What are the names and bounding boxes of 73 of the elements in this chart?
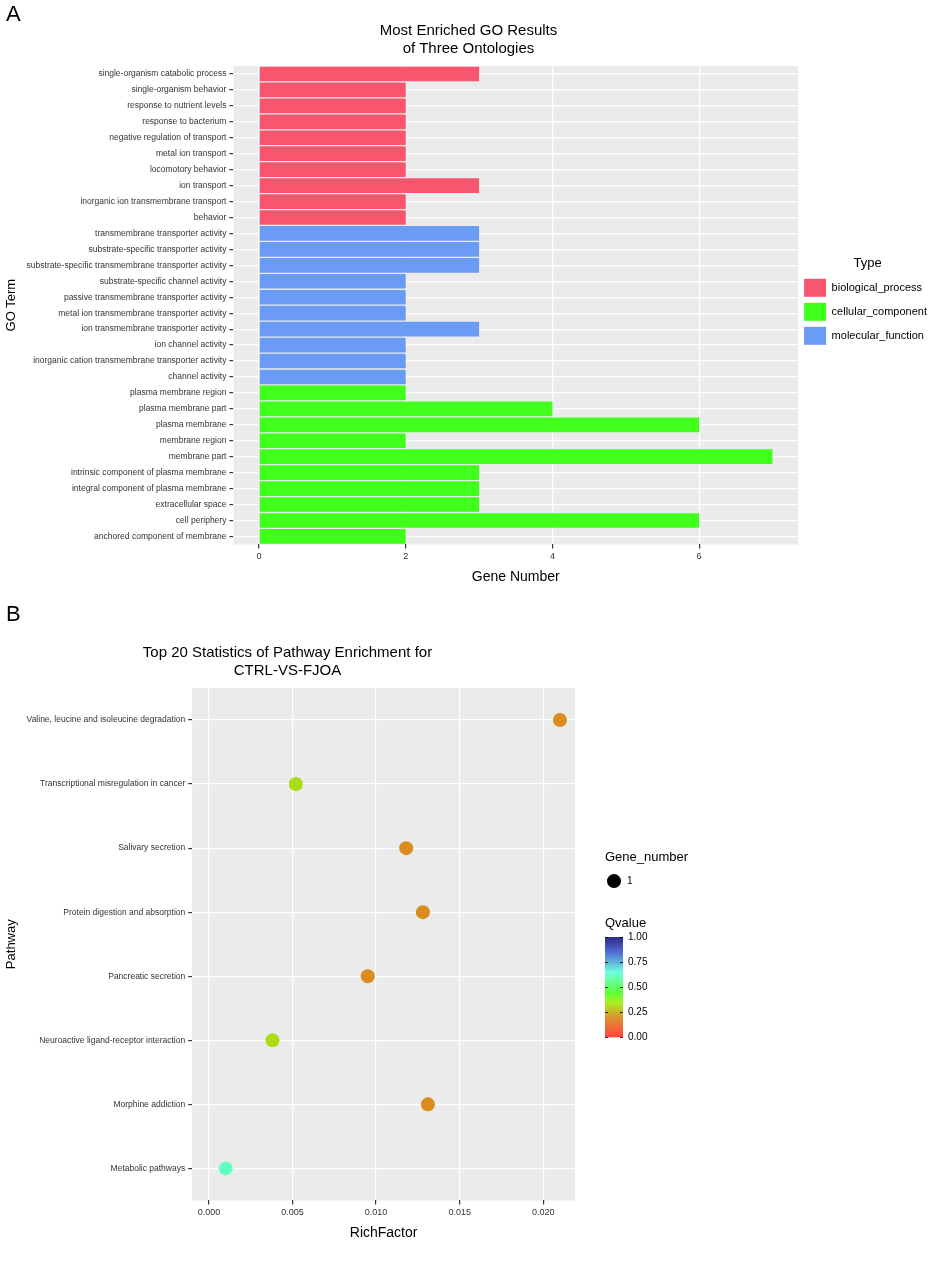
color-bar-label: 1.00: [628, 930, 648, 942]
y-tick-label: plasma membrane part: [139, 403, 228, 414]
bar: [259, 82, 406, 98]
y-tick-label: Salivary secretion: [118, 842, 186, 853]
x-tick-label: 0: [256, 551, 262, 562]
legend-label: biological_process: [831, 280, 923, 293]
y-tick-label: integral component of plasma membrane: [71, 482, 227, 493]
y-axis-title: Pathway: [3, 918, 19, 970]
x-axis-title: Gene Number: [471, 568, 561, 585]
y-tick-label: ion channel activity: [154, 339, 228, 350]
y-tick-label: response to nutrient levels: [127, 100, 227, 111]
bar: [259, 66, 480, 82]
y-tick-label: locomotory behavior: [149, 164, 227, 174]
x-tick-label: 0.000: [197, 1207, 221, 1218]
x-tick-label: 0.020: [531, 1207, 555, 1218]
y-tick-label: membrane region: [159, 435, 227, 446]
bar: [259, 337, 406, 353]
x-tick-label: 0.010: [364, 1207, 388, 1218]
y-tick-label: metal ion transmembrane transporter activity: [58, 307, 228, 318]
y-tick-label: response to bacterium: [142, 116, 227, 127]
chart-title: Most Enriched GO Results of Three Ontologies: [379, 21, 558, 57]
y-tick-label: metal ion transport: [156, 148, 228, 159]
legend-title: Gene_number: [605, 848, 689, 864]
y-tick-label: plasma membrane: [156, 419, 227, 430]
legend-title: Type: [853, 255, 882, 271]
y-tick-label: Morphine addiction: [113, 1098, 186, 1109]
color-bar-label: 0.50: [628, 980, 648, 992]
color-bar-label: 0.00: [628, 1030, 648, 1042]
y-tick-label: plasma membrane region: [130, 387, 227, 398]
legend-label: 1: [627, 874, 633, 886]
y-tick-label: behavior: [193, 211, 227, 222]
y-tick-label: negative regulation of transport: [109, 132, 228, 143]
y-tick-label: ion transmembrane transporter activity: [81, 323, 228, 334]
legend-label: molecular_function: [831, 328, 924, 341]
text: B: [6, 601, 21, 627]
bar: [259, 385, 406, 401]
y-tick-label: inorganic ion transmembrane transport: [80, 195, 228, 206]
y-tick-label: channel activity: [168, 371, 228, 382]
y-tick-label: Valine, leucine and isoleucine degradation: [26, 714, 186, 725]
y-tick-label: intrinsic component of plasma membrane: [70, 466, 227, 477]
y-tick-label: Metabolic pathways: [110, 1162, 186, 1173]
chart-title: Top 20 Statistics of Pathway Enrichment for CTRL-VS-FJOA: [142, 643, 433, 679]
bar: [259, 353, 406, 369]
y-tick-label: inorganic cation transmembrane transporter activity: [33, 355, 228, 366]
x-tick-label: 4: [549, 551, 555, 562]
color-bar-label: 0.25: [628, 1005, 648, 1017]
y-tick-label: substrate-specific transporter activity: [88, 243, 228, 254]
y-tick-label: extracellular space: [155, 498, 227, 509]
y-tick-label: Neuroactive ligand-receptor interaction: [39, 1034, 186, 1045]
y-tick-label: membrane part: [168, 451, 228, 462]
text: A: [6, 1, 21, 27]
x-tick-label: 0.005: [281, 1207, 304, 1218]
y-tick-label: anchored component of membrane: [94, 530, 227, 541]
y-axis-title: GO Term: [3, 278, 19, 332]
y-tick-label: passive transmembrane transporter activity: [63, 291, 228, 302]
legend-label: cellular_component: [831, 304, 927, 317]
y-tick-label: Pancreatic secretion: [108, 970, 186, 981]
y-tick-label: Transcriptional misregulation in cancer: [40, 778, 186, 789]
x-tick-label: 6: [696, 551, 702, 562]
bar: [259, 369, 406, 385]
color-bar-label: 0.75: [628, 955, 648, 967]
y-tick-label: ion transport: [179, 179, 228, 190]
x-tick-label: 0.015: [448, 1207, 471, 1218]
y-tick-label: Protein digestion and absorption: [63, 906, 186, 917]
y-tick-label: single-organism behavior: [131, 84, 227, 95]
y-tick-label: substrate-specific transmembrane transporter activity: [26, 259, 228, 270]
y-tick-label: substrate-specific channel activity: [99, 275, 228, 286]
x-axis-title: RichFactor: [349, 1224, 418, 1241]
color-bar-title: Qvalue: [605, 914, 647, 930]
x-tick-label: 2: [403, 551, 409, 562]
y-tick-label: single-organism catabolic process: [98, 68, 227, 79]
y-tick-label: cell periphery: [175, 514, 228, 525]
y-tick-label: transmembrane transporter activity: [95, 227, 228, 238]
